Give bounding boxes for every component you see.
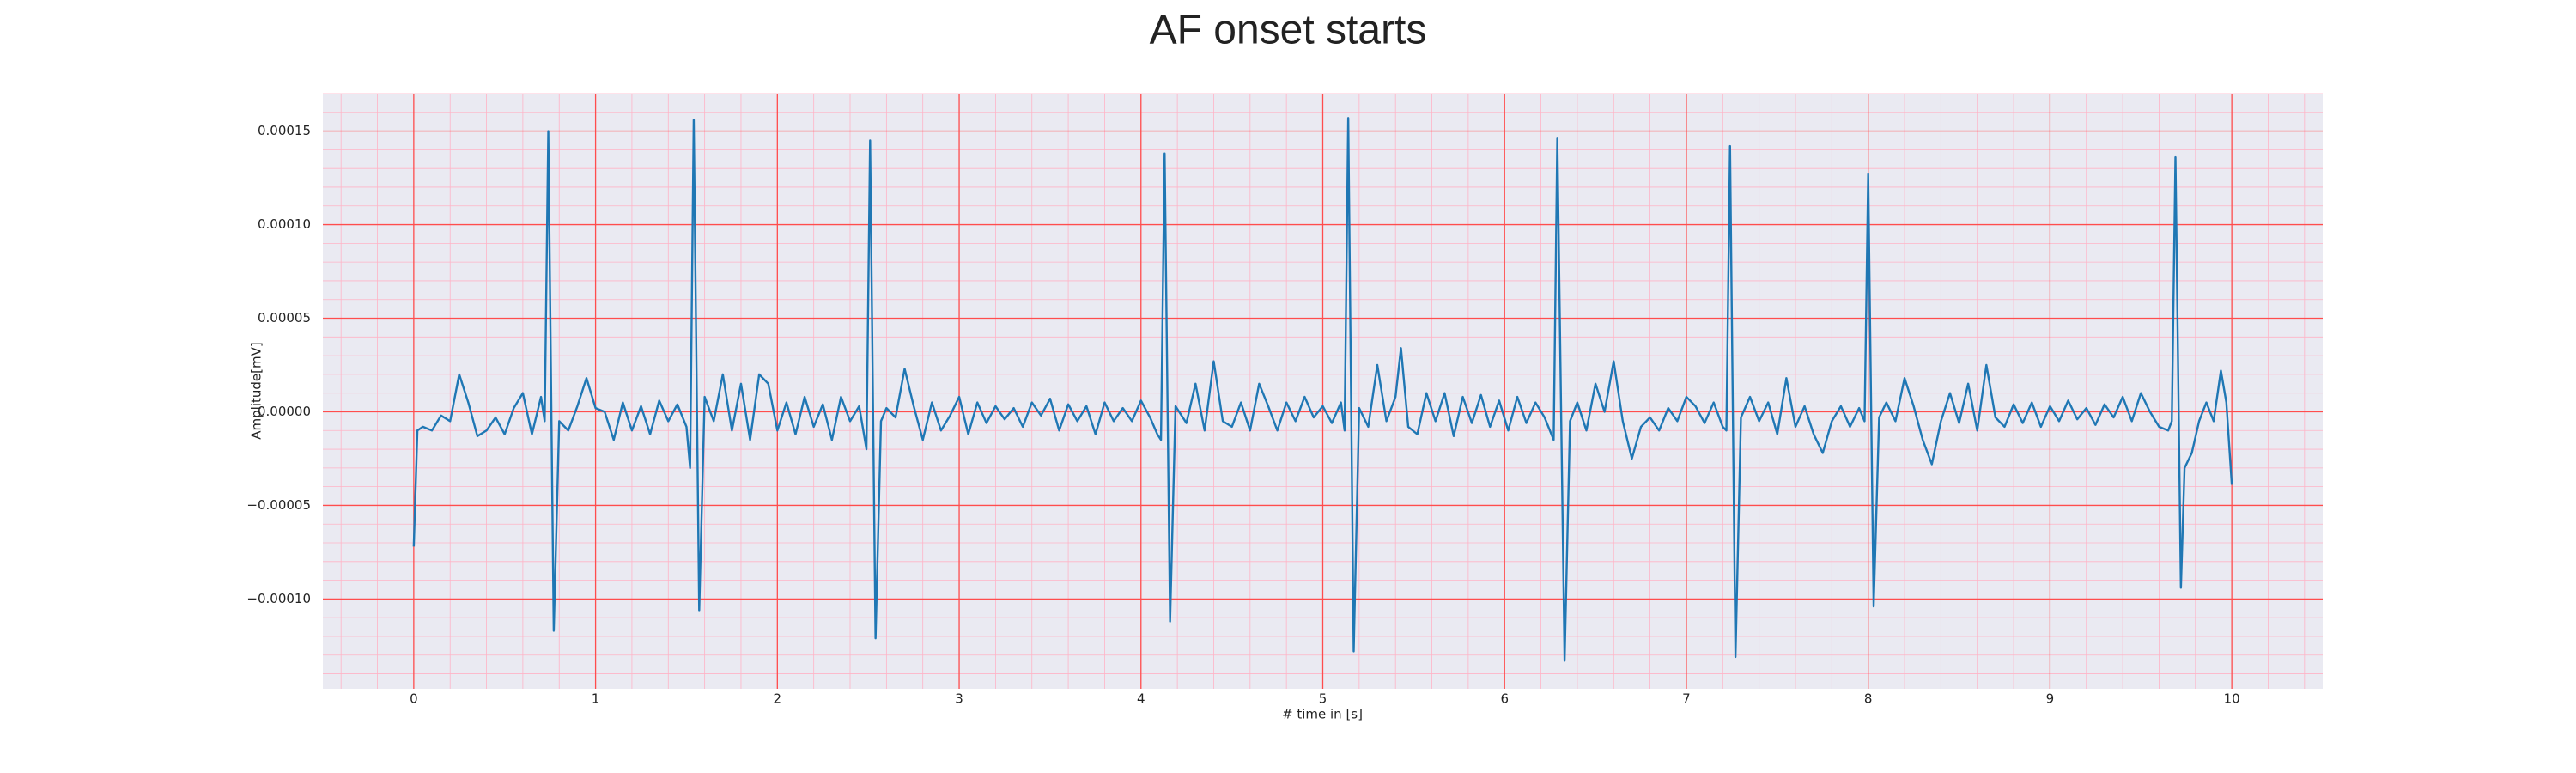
x-axis-label: # time in [s] [1282,707,1363,722]
chart-title: AF onset starts [1150,8,1427,53]
x-tick-label: 8 [1864,691,1873,707]
x-tick-label: 7 [1682,691,1691,707]
y-tick-label: 0.00015 [258,123,311,138]
y-tick-label: 0.00005 [258,310,311,326]
x-tick-label: 5 [1319,691,1327,707]
signal-line [412,117,2233,662]
x-tick-label: 3 [955,691,963,707]
y-tick-label: −0.00005 [246,497,311,513]
x-tick-label: 6 [1500,691,1509,707]
x-tick-label: 2 [774,691,782,707]
x-tick-label: 1 [592,691,600,707]
y-axis-label: Amplitude[mV] [249,342,264,439]
x-tick-label: 10 [2224,691,2240,707]
y-tick-label: −0.00010 [246,591,311,606]
x-tick-label: 0 [410,691,418,707]
x-tick-label: 9 [2046,691,2055,707]
y-tick-label: 0.00000 [258,404,311,419]
y-tick-label: 0.00010 [258,216,311,232]
x-tick-label: 4 [1137,691,1145,707]
